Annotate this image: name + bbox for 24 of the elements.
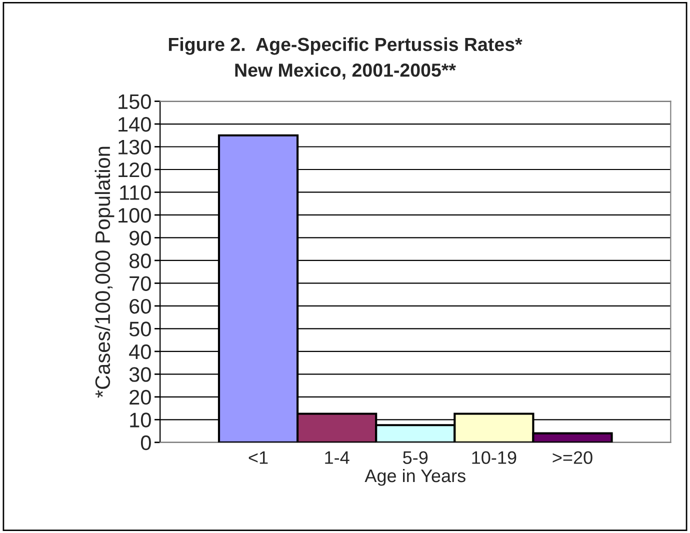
chart-title: Figure 2. Age-Specific Pertussis Rates* New Mexico, 2001-2005** — [168, 37, 522, 80]
y-tick-label: 120 — [118, 162, 151, 178]
x-tick-label: >=20 — [552, 451, 592, 464]
y-tick-label: 100 — [118, 208, 151, 223]
x-tick-label: 5-9 — [403, 451, 428, 464]
x-tick-label: 10-19 — [472, 451, 516, 464]
y-tick-label: 10 — [130, 412, 151, 428]
y-tick-label: 90 — [130, 230, 151, 246]
y-tick-label: 110 — [120, 185, 151, 200]
y-tick-label: 0 — [140, 435, 151, 450]
x-tick-label: <1 — [248, 451, 268, 464]
y-tick-label: 30 — [129, 367, 151, 382]
y-axis-title: *Cases/100,000 Population — [94, 146, 114, 398]
y-tick-label: 40 — [129, 344, 151, 360]
y-tick-label: 130 — [118, 140, 151, 155]
y-tick-label: 140 — [118, 117, 151, 132]
y-tick-label: 70 — [130, 276, 151, 291]
y-tick-label: 150 — [118, 94, 151, 110]
y-tick-label: 80 — [129, 253, 151, 268]
y-tick-label: 20 — [130, 390, 151, 405]
x-tick-label: 1-4 — [325, 451, 350, 464]
x-axis-title: Age in Years — [364, 468, 466, 486]
y-tick-label: 50 — [129, 322, 151, 336]
y-tick-label: 60 — [130, 298, 151, 314]
